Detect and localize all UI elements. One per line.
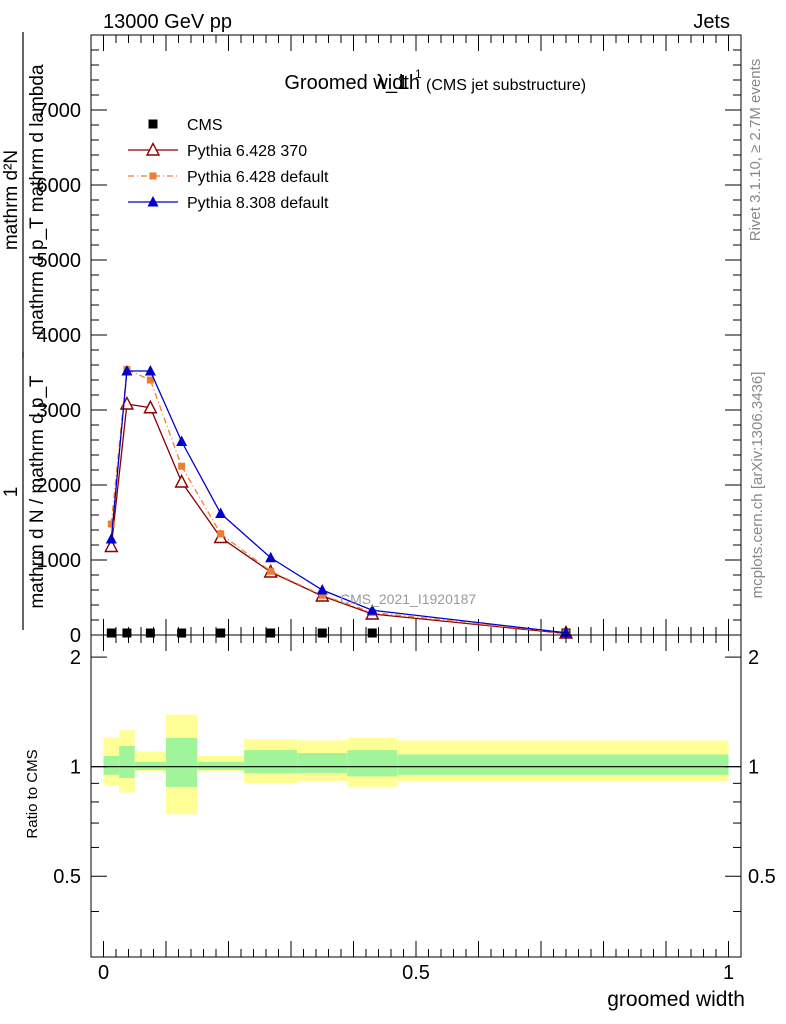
mcplots-label: mcplots.cern.ch [arXiv:1306.3436] [749, 372, 766, 599]
y-tick-label: 3000 [37, 400, 82, 422]
data-marker [267, 567, 275, 575]
legend-item: CMS [148, 117, 223, 134]
data-marker [177, 628, 187, 638]
y-label-denominator: mathrm d p_T mathrm d lambda [27, 64, 48, 335]
main-plot-panel: 0 1000 2000 3000 4000 5000 6000 7000 CMS_2021_I… [1, 32, 742, 647]
data-marker [122, 628, 132, 638]
data-marker [106, 628, 116, 638]
y-label-numerator: mathrm d²N [1, 150, 22, 250]
ratio-band-stat [397, 754, 729, 775]
series-pythia-6-428-default [107, 366, 570, 637]
ratio-band-stat [119, 745, 135, 779]
legend-item: Pythia 6.428 370 [128, 141, 307, 160]
y-tick-label: 0 [70, 625, 81, 647]
data-marker [174, 473, 189, 488]
data-marker [145, 628, 155, 638]
header-right: Jets [693, 11, 730, 33]
legend-label: Pythia 6.428 default [187, 169, 329, 186]
x-tick-label: 1 [723, 962, 734, 984]
series-line [110, 368, 567, 634]
legend-item: Pythia 6.428 default [128, 169, 329, 186]
ratio-band-stat [166, 737, 198, 787]
data-marker [316, 584, 328, 595]
legend-label: CMS [187, 117, 223, 134]
header-left: 13000 GeV pp [103, 11, 232, 33]
data-marker [217, 530, 225, 538]
ratio-y-tick-label-right: 0.5 [748, 866, 776, 888]
rivet-version-label: Rivet 3.1.10, ≥ 2.7M events [747, 59, 764, 242]
plot-title-sup: 1 [415, 67, 422, 81]
y-tick-label: 5000 [37, 250, 82, 272]
series-pythia-8-308-default [105, 365, 572, 638]
legend: CMS Pythia 6.428 370 Pythia 6.428 default P… [128, 117, 329, 212]
data-marker [145, 141, 161, 156]
data-marker [266, 628, 276, 638]
data-marker [176, 435, 188, 446]
ratio-band-stat [134, 761, 166, 770]
series-pythia-6-428-370 [104, 395, 574, 639]
y-tick-label: 2000 [37, 475, 82, 497]
main-y-tick-labels: 0 1000 2000 3000 4000 5000 6000 7000 [37, 100, 82, 647]
data-marker [367, 628, 377, 638]
data-marker [104, 538, 119, 553]
data-marker [148, 119, 158, 129]
ratio-plot-panel: 0.5 0.5 1 1 2 2 0 0.5 1 Ratio to CMS groomed wid… [24, 634, 776, 1011]
ratio-band-stat [297, 753, 348, 774]
ratio-y-tick-label-right: 2 [748, 647, 759, 669]
ratio-tick-labels: 0.5 0.5 1 1 2 2 0 0.5 1 [53, 647, 776, 984]
series-line [110, 370, 567, 634]
data-marker [265, 551, 277, 563]
ratio-axis-ticks [91, 635, 741, 957]
legend-label: Pythia 8.308 default [187, 195, 329, 212]
y-tick-label: 1000 [37, 550, 82, 572]
plot-title-note: (CMS jet substructure) [426, 77, 586, 94]
plot-title-lambda: λ_1 [376, 72, 408, 94]
ratio-y-tick-label: 1 [70, 757, 81, 779]
data-marker [107, 520, 115, 528]
ratio-bands-layer [103, 714, 729, 815]
data-marker [178, 462, 186, 470]
ratio-band-stat [197, 761, 245, 770]
x-tick-label: 0 [98, 962, 109, 984]
y-tick-label: 7000 [37, 100, 82, 122]
data-marker [149, 172, 157, 180]
data-marker [318, 591, 326, 599]
main-axis-ticks [91, 34, 741, 636]
data-marker [215, 507, 227, 518]
ratio-y-label: Ratio to CMS [24, 749, 41, 838]
data-marker [105, 533, 117, 544]
y-tick-label: 6000 [37, 175, 82, 197]
data-marker [143, 399, 158, 414]
data-marker [317, 628, 327, 638]
data-marker [147, 196, 159, 207]
ratio-band-stat [347, 750, 398, 777]
ratio-band-stat [103, 755, 120, 775]
main-series-layer [104, 365, 574, 639]
data-marker [146, 376, 154, 384]
ratio-y-tick-label: 2 [70, 647, 81, 669]
main-y-axis-label: mathrm d²N mathrm d p_T mathrm d lambda … [1, 32, 48, 630]
ratio-y-tick-label-right: 1 [748, 757, 759, 779]
data-marker [216, 628, 226, 638]
y-label-one: 1 [1, 487, 22, 498]
legend-item: Pythia 8.308 default [128, 195, 329, 212]
y-label-normalisation: mathrm d N / mathrm d p_T [27, 375, 48, 609]
plot-title: Groomed width [284, 72, 420, 94]
ratio-y-tick-label: 0.5 [53, 866, 81, 888]
x-axis-label: groomed width [607, 988, 745, 1011]
ratio-plot-frame [90, 634, 742, 958]
data-marker [366, 604, 378, 615]
series-line [110, 403, 567, 635]
watermark: CMS_2021_I1920187 [340, 591, 476, 607]
plot-title-text: Groomed width [284, 72, 420, 94]
legend-label: Pythia 6.428 370 [187, 143, 307, 160]
ratio-band-stat [244, 750, 298, 774]
x-tick-label: 0.5 [402, 962, 430, 984]
data-marker [121, 365, 133, 376]
y-tick-label: 4000 [37, 325, 82, 347]
series-cms [106, 628, 571, 638]
data-marker [144, 365, 156, 376]
